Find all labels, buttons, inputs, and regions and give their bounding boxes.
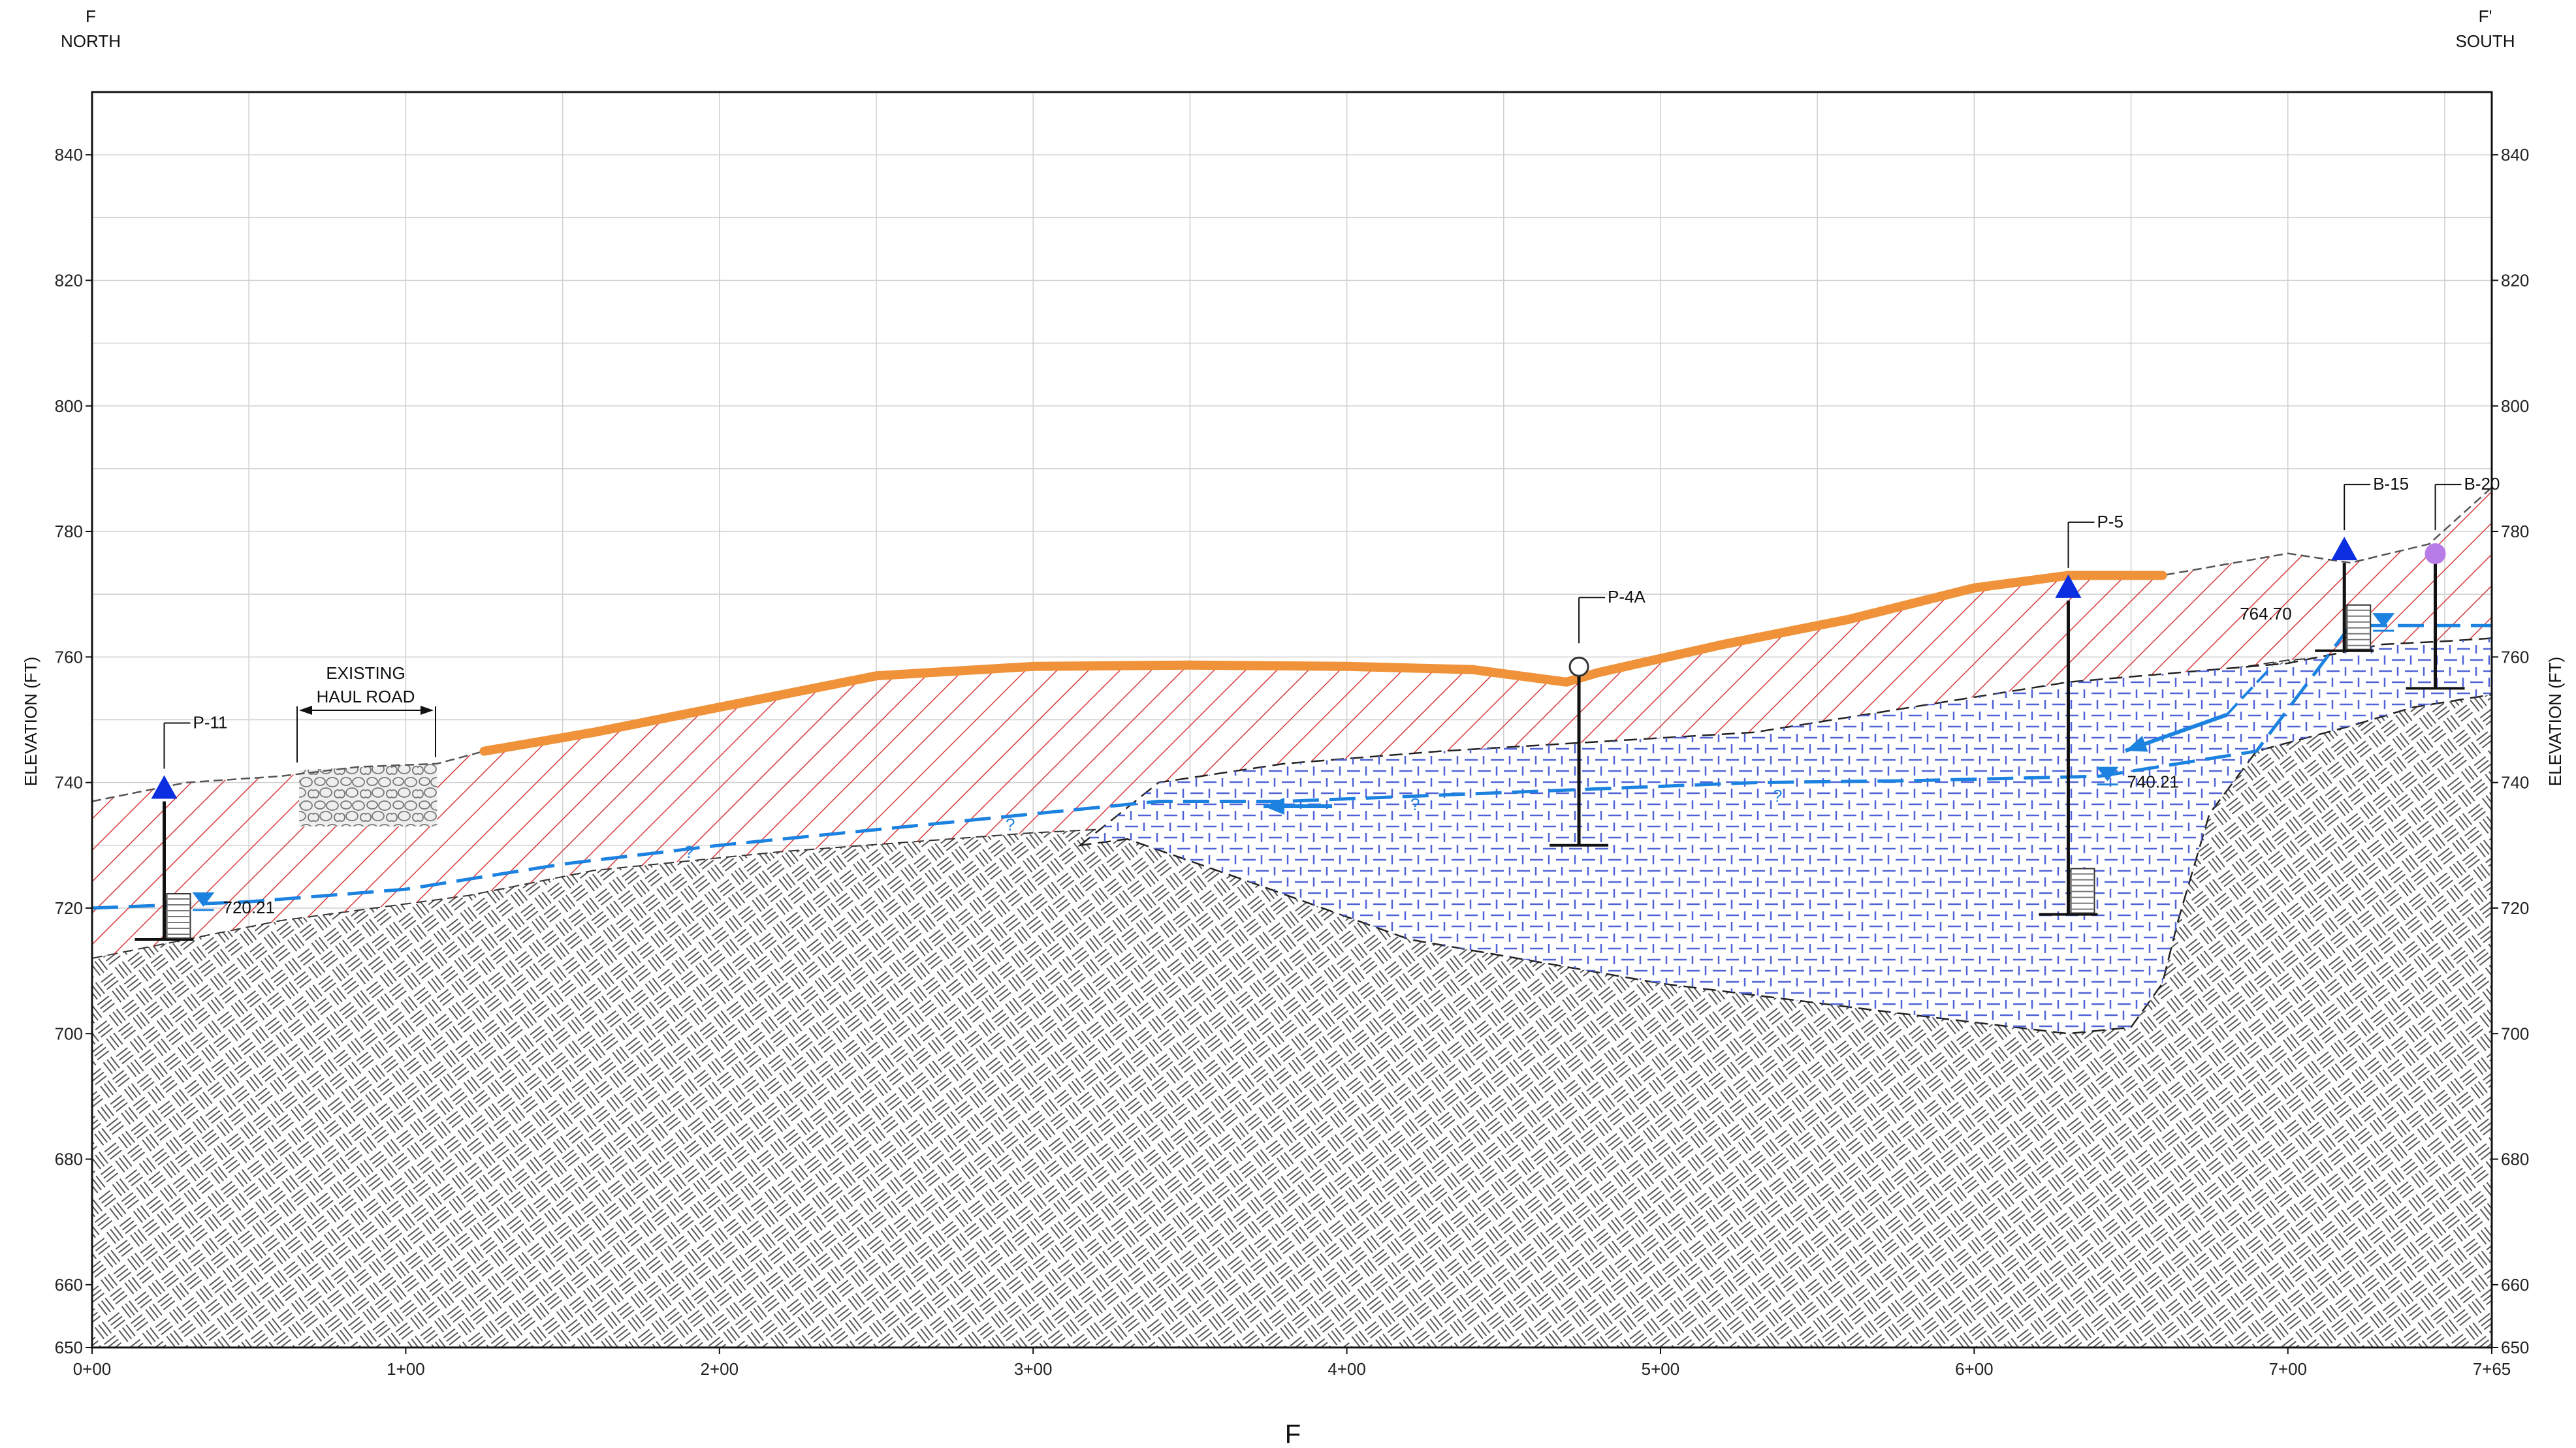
right-direction-label: SOUTH xyxy=(2456,31,2515,51)
x-tick-label: 1+00 xyxy=(387,1359,425,1379)
ground-surface-line xyxy=(92,486,2492,802)
flow-arrow-southwest-head xyxy=(2125,736,2148,752)
y-tick-label: 800 xyxy=(55,396,83,416)
water-level-label: 720.21 xyxy=(223,898,275,917)
flow-arrows xyxy=(1264,665,2274,815)
well-label: B-20 xyxy=(2464,474,2500,494)
y-tick-label: 820 xyxy=(2501,270,2529,290)
haul-road-label-line1: EXISTING xyxy=(326,663,405,683)
well-p-5: P-5 740.21 xyxy=(2039,512,2179,916)
flow-arrow-west-head xyxy=(1264,798,1284,815)
y-tick-label: 820 xyxy=(55,270,83,290)
piezometer-triangle-icon xyxy=(151,775,178,799)
y-tick-label: 740 xyxy=(55,773,83,793)
question-mark: ? xyxy=(1006,815,1015,834)
x-tick-label: 4+00 xyxy=(1328,1359,1366,1379)
well-label: P-11 xyxy=(193,712,227,732)
y-tick-label: 660 xyxy=(55,1275,83,1295)
question-mark: ? xyxy=(1773,786,1782,806)
water-level-label: 740.21 xyxy=(2127,772,2179,792)
left-direction-label: NORTH xyxy=(61,31,121,51)
uncertain-markers: ? ? ? ? xyxy=(684,786,1782,862)
x-tick-label: 7+00 xyxy=(2268,1359,2307,1379)
y-tick-label: 780 xyxy=(2501,522,2529,541)
x-tick-label: 7+65 xyxy=(2473,1359,2511,1379)
water-level-icon xyxy=(2372,613,2395,628)
well-p-11: P-11 720.21 xyxy=(135,712,275,941)
y-tick-label: 720 xyxy=(55,898,83,918)
flow-path xyxy=(2225,665,2274,716)
y-tick-label: 680 xyxy=(2501,1150,2529,1169)
x-tick-label: 2+00 xyxy=(700,1359,739,1379)
x-tick-label: 3+00 xyxy=(1014,1359,1053,1379)
wells: P-11 720.21 P-4A P-5 740.21 B-15 764.70 B-20 xyxy=(135,474,2500,941)
y-tick-label: 720 xyxy=(2501,898,2529,918)
right-section-letter: F' xyxy=(2479,7,2492,26)
question-mark: ? xyxy=(684,842,693,862)
haul-road-annotation: EXISTING HAUL ROAD xyxy=(296,663,436,763)
y-tick-label: 760 xyxy=(55,647,83,667)
water-table-line xyxy=(92,623,2492,910)
y-axis-label-right: ELEVATION (FT) xyxy=(2545,657,2565,786)
y-axis-label-left: ELEVATION (FT) xyxy=(21,657,40,786)
piezometer-triangle-icon xyxy=(2055,574,2082,598)
y-tick-label: 760 xyxy=(2501,647,2529,667)
y-tick-label: 800 xyxy=(2501,396,2529,416)
piezometer-triangle-icon xyxy=(2331,537,2358,561)
y-tick-label: 780 xyxy=(55,522,83,541)
y-tick-label: 840 xyxy=(55,145,83,165)
x-tick-label: 6+00 xyxy=(1955,1359,1994,1379)
well-label: B-15 xyxy=(2373,474,2409,494)
question-mark: ? xyxy=(1410,795,1420,814)
y-tick-label: 740 xyxy=(2501,773,2529,793)
y-tick-label: 650 xyxy=(55,1338,83,1357)
plot-frame xyxy=(91,91,2493,1349)
bottom-section-label: F xyxy=(1285,1420,1301,1448)
water-level-icon xyxy=(192,892,215,907)
y-tick-label: 840 xyxy=(2501,145,2529,165)
well-b-20: B-20 xyxy=(2406,474,2500,690)
axis-ticks: 650 650 660 660 680 680 700 700 720 720 740 740 760 7… xyxy=(55,145,2530,1379)
boring-circle-icon xyxy=(2425,543,2446,565)
x-tick-label: 5+00 xyxy=(1642,1359,1680,1379)
y-tick-label: 650 xyxy=(2501,1338,2529,1357)
y-tick-label: 660 xyxy=(2501,1275,2529,1295)
well-label: P-4A xyxy=(1608,587,1646,606)
y-tick-label: 700 xyxy=(55,1024,83,1043)
y-tick-label: 680 xyxy=(55,1150,83,1169)
water-level-icon xyxy=(2096,766,2119,781)
haul-road-label-line2: HAUL ROAD xyxy=(317,687,415,706)
well-label: P-5 xyxy=(2097,512,2123,531)
well-b-15: B-15 764.70 xyxy=(2240,474,2409,652)
well-p-4a: P-4A xyxy=(1550,587,1646,847)
strata-layers xyxy=(92,486,2492,1347)
topsoil-layer xyxy=(479,571,2167,756)
haul-road-gravel xyxy=(299,763,437,826)
x-tick-label: 0+00 xyxy=(73,1359,112,1379)
overburden-layer xyxy=(92,487,2492,958)
monitoring-circle-icon xyxy=(1568,656,1589,677)
water-level-label: 764.70 xyxy=(2240,604,2292,623)
left-section-letter: F xyxy=(86,7,96,26)
y-tick-label: 700 xyxy=(2501,1024,2529,1043)
blue-zone-pattern xyxy=(1080,638,2492,1034)
